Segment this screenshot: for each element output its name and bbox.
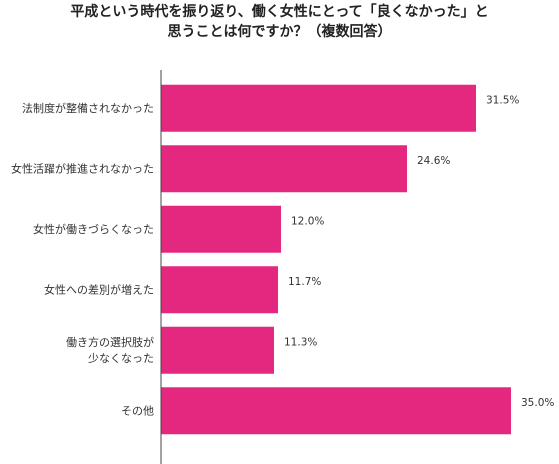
- bar-0: [161, 84, 476, 132]
- bar-2: [161, 205, 281, 253]
- category-label-3: 女性への差別が増えた: [44, 282, 154, 296]
- value-label-2: 12.0%: [291, 215, 324, 227]
- value-label-0: 31.5%: [486, 94, 519, 106]
- value-label-4: 11.3%: [284, 336, 317, 348]
- value-labels: 31.5% 24.6% 12.0% 11.7% 11.3% 35.0%: [284, 94, 554, 409]
- chart-title: 平成という時代を振り返り、働く女性にとって「良くなかった」と 思うことは何ですか…: [0, 2, 559, 42]
- value-label-5: 35.0%: [521, 397, 554, 409]
- category-label-4-line-0: 働き方の選択肢が: [66, 335, 154, 349]
- bar-4: [161, 326, 274, 374]
- chart-title-line-1: 平成という時代を振り返り、働く女性にとって「良くなかった」と: [70, 4, 489, 20]
- category-label-4-line-1: 少なくなった: [88, 352, 154, 365]
- bar-1: [161, 145, 407, 193]
- category-labels: 法制度が整備されなかった女性活躍が推進されなかった女性が働きづらくなった女性への…: [11, 101, 154, 418]
- bars: [161, 84, 511, 435]
- category-label-5: その他: [121, 404, 154, 417]
- bar-3: [161, 266, 278, 314]
- category-label-0: 法制度が整備されなかった: [22, 101, 154, 115]
- category-label-1: 女性活躍が推進されなかった: [11, 161, 154, 175]
- chart-title-line-2: 思うことは何ですか？（複数回答）: [167, 24, 392, 40]
- value-label-1: 24.6%: [417, 155, 450, 167]
- category-label-2: 女性が働きづらくなった: [33, 222, 154, 236]
- bar-5: [161, 387, 511, 435]
- value-label-3: 11.7%: [288, 276, 321, 288]
